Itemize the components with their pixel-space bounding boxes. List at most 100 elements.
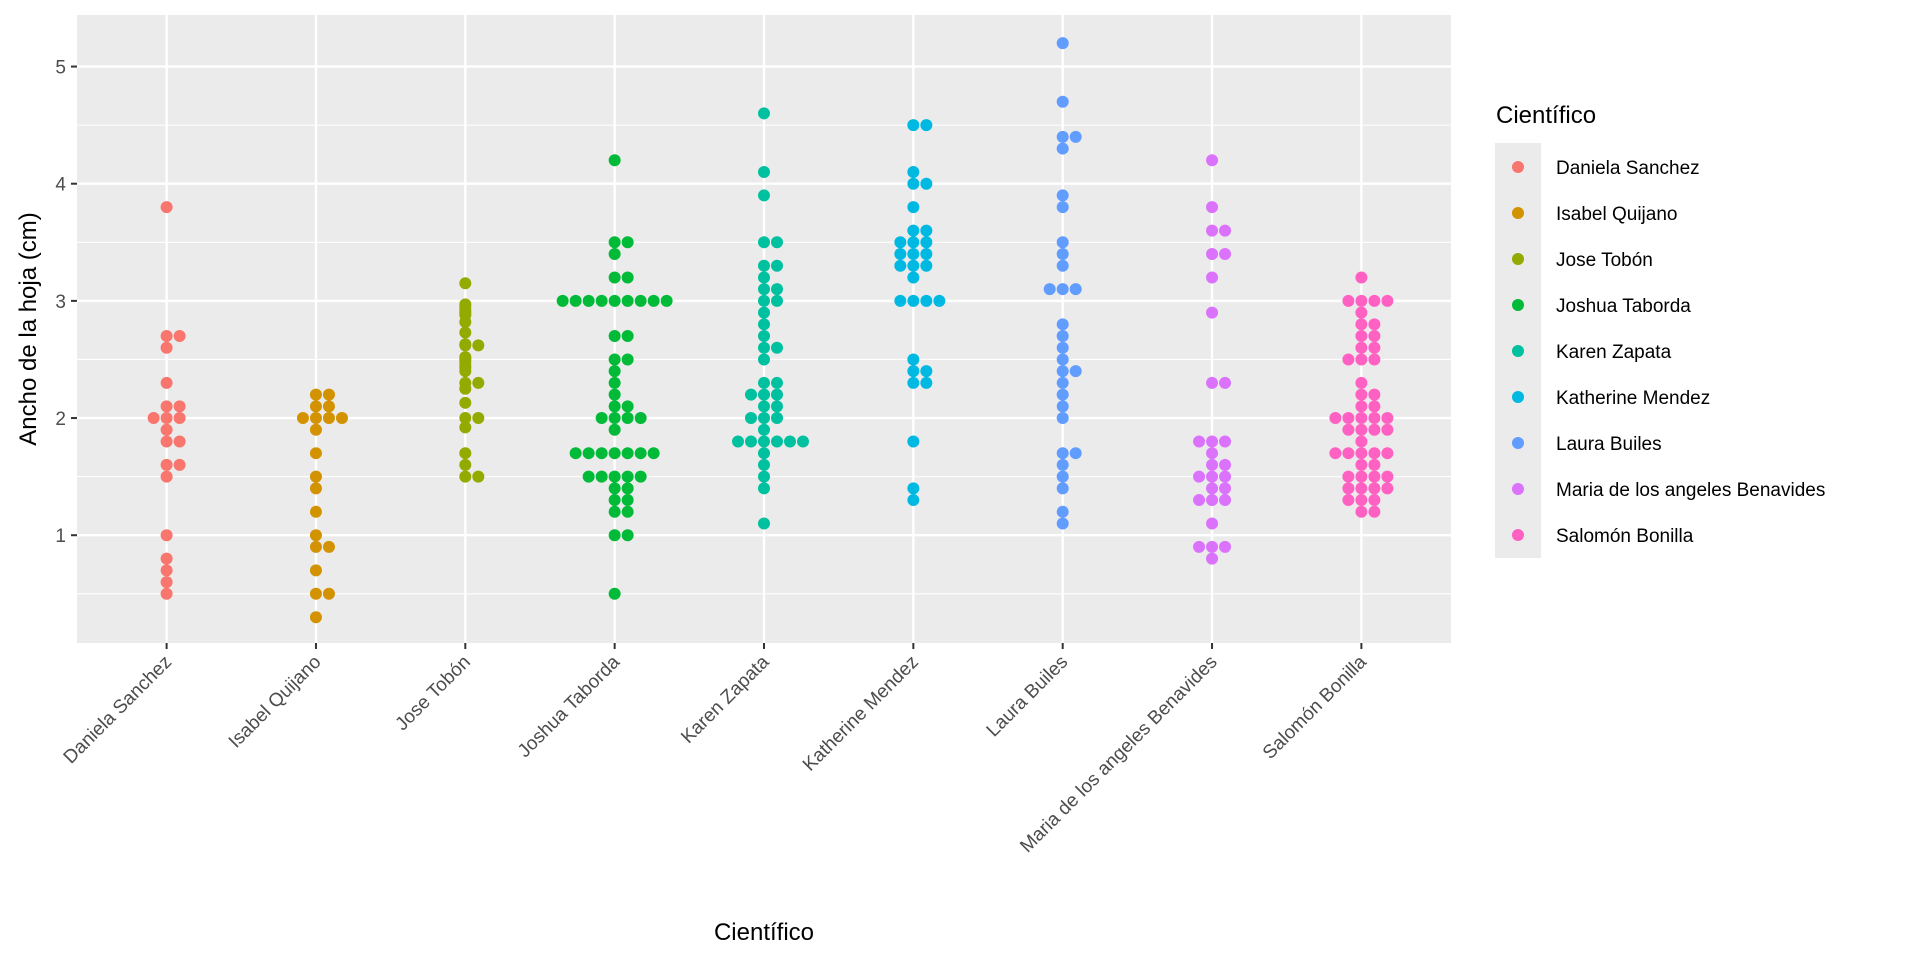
data-point [160,587,173,600]
data-point [322,540,335,553]
data-point [920,248,933,261]
data-point [621,470,634,483]
data-point [322,412,335,425]
data-point [1342,447,1355,460]
data-point [660,294,673,307]
data-point [1355,458,1368,471]
legend-item-label: Karen Zapata [1556,342,1672,363]
data-point [1368,494,1381,507]
data-point [1355,306,1368,319]
x-axis: Daniela Sanchez Isabel Quijano Jose Tobón J… [60,643,1371,857]
data-point [907,119,920,132]
data-point [758,517,770,530]
legend-item-label: Daniela Sanchez [1556,158,1700,179]
data-point [608,587,621,600]
data-point [920,177,933,190]
data-point [459,382,472,395]
data-point [309,412,322,425]
data-point [608,494,621,507]
data-point [309,423,322,436]
data-point [1043,283,1056,296]
data-point [907,236,920,249]
data-point [608,388,621,401]
legend-key-dot [1512,529,1524,541]
data-point [472,412,485,425]
data-point [1329,447,1342,460]
data-point [758,259,770,272]
data-point [1206,154,1219,167]
data-point [1056,283,1069,296]
data-point [160,330,173,343]
data-point [309,540,322,553]
data-point [1355,412,1368,425]
data-point [595,470,608,483]
data-point [1355,447,1368,460]
data-point [608,271,621,284]
legend: Científico Daniela Sanchez Isabel Quijano… [1495,102,1825,558]
x-tick-label: Laura Builes [983,652,1073,742]
data-point [771,435,783,448]
data-point [758,306,770,319]
data-point [608,482,621,495]
data-point [758,388,770,401]
data-point [1381,423,1394,436]
data-point [771,236,783,249]
y-axis-title: Ancho de la hoja (cm) [15,212,42,445]
y-tick-label: 5 [55,58,66,79]
data-point [732,435,744,448]
data-point [1056,330,1069,343]
data-point [1355,376,1368,389]
y-tick-label: 1 [55,526,66,547]
data-point [608,447,621,460]
data-point [459,315,472,328]
data-point [771,259,783,272]
data-point [745,412,757,425]
data-point [147,412,160,425]
data-point [309,529,322,542]
data-point [173,412,186,425]
data-point [907,482,920,495]
data-point [758,376,770,389]
data-point [1219,224,1232,237]
data-point [621,529,634,542]
data-point [621,330,634,343]
data-point [1206,306,1219,319]
data-point [335,412,348,425]
data-point [1193,494,1206,507]
data-point [160,470,173,483]
data-point [1219,248,1232,261]
data-point [582,294,595,307]
data-point [1368,330,1381,343]
data-point [1056,318,1069,331]
data-point [1355,388,1368,401]
data-point [1056,447,1069,460]
data-point [758,435,770,448]
data-point [1368,458,1381,471]
y-tick-label: 2 [55,409,66,430]
data-point [1219,376,1232,389]
data-point [621,494,634,507]
data-point [907,259,920,272]
data-point [1056,517,1069,530]
data-point [1206,458,1219,471]
data-point [758,423,770,436]
legend-item-label: Joshua Taborda [1556,296,1691,317]
data-point [1368,505,1381,518]
data-point [1069,447,1082,460]
data-point [322,587,335,600]
data-point [1056,388,1069,401]
data-point [1056,142,1069,155]
data-point [1355,294,1368,307]
data-point [894,294,907,307]
data-point [1056,248,1069,261]
data-point [1342,353,1355,366]
data-point [1206,376,1219,389]
data-point [569,294,582,307]
data-point [459,326,472,339]
legend-item-label: Laura Builes [1556,434,1662,455]
data-point [459,447,472,460]
data-point [160,564,173,577]
data-point [160,412,173,425]
data-point [1381,412,1394,425]
data-point [1056,259,1069,272]
